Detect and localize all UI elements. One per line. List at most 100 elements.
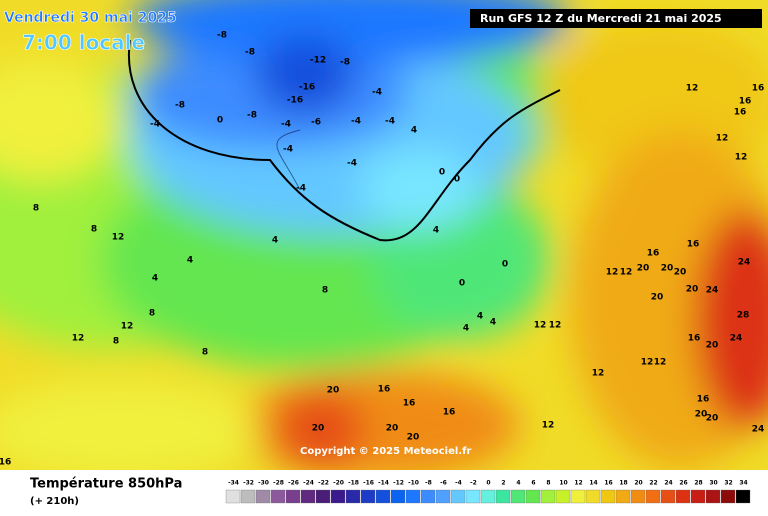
scale-label: 12 [574,480,582,487]
scale-swatch [525,489,541,504]
contour-label: 20 [706,341,719,351]
scale-label: 34 [739,480,747,487]
scale-label: -14 [378,480,389,487]
scale-swatch [450,489,466,504]
scale-label: -28 [273,480,284,487]
contour-labels: -8 -8 -12 -8 -16 -16 -8 -8 -4 0 -4 -6 -4 -4 -4 4 -4 -4 -4 0… [0,31,764,468]
scale-swatch [375,489,391,504]
contour-label: 12 [112,233,125,243]
scale-swatch [660,489,676,504]
contour-label: 20 [386,424,399,434]
contour-label: 0 [502,260,508,270]
contour-label: -8 [245,48,255,58]
scale-label: 8 [546,480,550,487]
scale-label: -32 [243,480,254,487]
contour-label: 12 [716,134,729,144]
scale-label: 24 [664,480,672,487]
scale-swatch [390,489,406,504]
scale-swatch [675,489,691,504]
contour-label: -4 [281,120,291,130]
scale-swatch [615,489,631,504]
contour-label: 12 [72,334,85,344]
contour-label: 12 [686,84,699,94]
contour-label: 12 [121,322,134,332]
contour-label: 20 [706,414,719,424]
scale-swatch [570,489,586,504]
scale-label: 6 [531,480,535,487]
contour-label: 16 [687,240,700,250]
scale-label: -16 [363,480,374,487]
scale-label: -8 [425,480,432,487]
temperature-field [0,0,768,470]
scale-label: 28 [694,480,702,487]
contour-label: -4 [385,117,395,127]
scale-swatch [480,489,496,504]
contour-label: -8 [175,101,185,111]
contour-label: 24 [752,425,765,435]
contour-label: -4 [296,184,306,194]
scale-swatch [540,489,556,504]
scale-label: -30 [258,480,269,487]
contour-label: -4 [351,117,361,127]
scale-swatch [360,489,376,504]
scale-swatch [255,489,271,504]
contour-label: 20 [686,285,699,295]
scale-label: -2 [470,480,477,487]
contour-label: -4 [150,120,160,130]
contour-label: 0 [454,175,460,185]
contour-label: 16 [443,408,456,418]
contour-label: 4 [187,256,193,266]
lead-time: (+ 210h) [30,496,79,507]
scale-label: -18 [348,480,359,487]
contour-label: 4 [433,226,439,236]
isotherm [127,39,561,242]
scale-label: 32 [724,480,732,487]
scale-swatch [690,489,706,504]
color-scale: -34 -32 -30 -28 -26 -24 -22 -20 -18 -16 -14 -12 -10-… [225,480,751,504]
scale-swatch [270,489,286,504]
scale-label: -22 [318,480,329,487]
contour-label: 20 [661,264,674,274]
contour-label: 12 [654,358,667,368]
scale-swatch [600,489,616,504]
scale-swatch [345,489,361,504]
contour-label: 8 [322,286,328,296]
contour-label: 20 [674,268,687,278]
contour-label: 16 [752,84,765,94]
scale-label: 30 [709,480,717,487]
contour-label: 4 [272,236,278,246]
scale-label: -6 [440,480,447,487]
contour-label: 12 [542,421,555,431]
scale-label: 2 [501,480,505,487]
contour-label: 0 [459,279,465,289]
scale-swatch [420,489,436,504]
scale-swatch [630,489,646,504]
scale-label: -20 [333,480,344,487]
scale-swatch [495,489,511,504]
contour-label: 24 [738,258,751,268]
scale-label: 0 [486,480,490,487]
scale-swatch [315,489,331,504]
contour-label: 20 [327,386,340,396]
contour-label: 16 [403,399,416,409]
scale-label: 20 [634,480,642,487]
forecast-date: Vendredi 30 mai 2025 [4,10,177,26]
contour-label: 4 [463,324,469,334]
run-box [470,9,762,28]
contour-label: 12 [606,268,619,278]
contour-label: 16 [734,108,747,118]
copyright: Copyright © 2025 Meteociel.fr [300,446,471,457]
scale-label: 22 [649,480,657,487]
scale-label: 14 [589,480,597,487]
scale-swatch [720,489,736,504]
contour-label: 16 [688,334,701,344]
contour-label: 16 [0,458,11,468]
scale-label: -26 [288,480,299,487]
scale-label: -12 [393,480,404,487]
contour-label: 0 [439,168,445,178]
scale-swatch [330,489,346,504]
scale-label: 26 [679,480,687,487]
scale-swatch [735,489,751,504]
contour-label: -4 [372,88,382,98]
scale-swatch [225,489,241,504]
